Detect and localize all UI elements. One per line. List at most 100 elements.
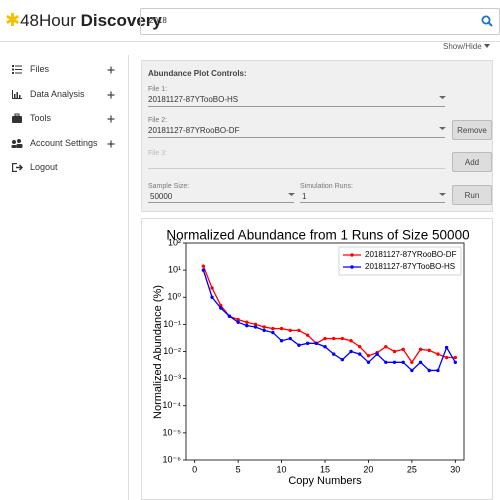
underline <box>148 202 294 203</box>
point <box>331 352 336 356</box>
chart-title: Normalized Abundance from 1 Runs of Size… <box>166 228 469 243</box>
expand-icon[interactable] <box>107 91 115 99</box>
y-tick-label: 10⁻³ <box>163 373 181 383</box>
point <box>210 286 214 290</box>
point <box>253 322 258 327</box>
controls-panel <box>141 60 493 212</box>
field-label: Sample Size: <box>148 183 190 190</box>
point <box>453 355 458 360</box>
point <box>305 333 310 337</box>
point <box>384 360 388 364</box>
point <box>201 268 206 272</box>
point <box>323 345 327 349</box>
point <box>418 347 423 352</box>
dropdown[interactable]: 20181127-87YRooBO-DF <box>148 126 240 135</box>
point <box>271 330 275 335</box>
nav-icon <box>12 90 22 99</box>
point <box>323 336 327 341</box>
field-label: File 2: <box>148 117 168 124</box>
field-label: Simulation Runs: <box>300 183 353 190</box>
remove-button[interactable]: Remove <box>452 120 492 140</box>
y-tick-label: 10⁻⁴ <box>162 400 181 410</box>
point <box>436 352 440 356</box>
x-tick-label: 30 <box>450 464 460 474</box>
point <box>427 368 431 373</box>
point <box>392 349 397 354</box>
series-line <box>202 265 456 364</box>
logo-light: 48Hour <box>20 11 76 30</box>
point <box>331 336 336 341</box>
point <box>340 357 345 362</box>
point <box>453 360 458 364</box>
point <box>288 328 292 333</box>
expand-icon[interactable] <box>107 140 115 148</box>
point <box>227 314 232 318</box>
point <box>358 352 362 356</box>
nav-item[interactable]: Logout <box>30 162 58 172</box>
dropdown[interactable]: 1 <box>302 192 307 201</box>
point <box>262 328 266 333</box>
run-button[interactable]: Run <box>452 185 492 205</box>
point <box>253 325 258 329</box>
add-button[interactable]: Add <box>452 152 492 172</box>
point <box>358 345 362 349</box>
sidebar-divider <box>128 55 129 500</box>
expand-icon[interactable] <box>107 115 115 123</box>
point <box>219 306 223 310</box>
point <box>201 264 206 268</box>
point <box>401 347 405 352</box>
point <box>401 360 405 364</box>
show-hide-text: Show/Hide <box>443 42 482 51</box>
search-icon[interactable] <box>481 15 493 27</box>
point <box>410 360 414 364</box>
caret <box>483 44 490 48</box>
underline <box>148 106 445 107</box>
point <box>305 341 310 346</box>
field-label: File 3: <box>148 150 168 157</box>
logo[interactable]: ✱48Hour Discovery <box>5 10 162 30</box>
point <box>236 317 240 322</box>
point <box>288 336 292 341</box>
nav-item[interactable]: Account Settings <box>30 138 98 148</box>
point <box>392 360 397 364</box>
point <box>245 323 249 328</box>
nav-icon <box>12 113 22 123</box>
nav-icon <box>12 163 23 172</box>
dropdown[interactable]: 20181127-87YTooBO-HS <box>148 95 239 104</box>
point <box>271 326 275 331</box>
point <box>349 349 353 354</box>
point <box>236 320 240 324</box>
y-tick-label: 10⁻⁵ <box>163 427 182 437</box>
dropdown[interactable]: 50000 <box>150 192 173 201</box>
nav-icon <box>12 65 22 74</box>
y-tick-label: 10⁻¹ <box>163 319 181 329</box>
point <box>384 345 388 349</box>
legend-label: 20181127-87YTooBO-HS <box>365 262 455 271</box>
y-axis-label: Normalized Abundance (%) <box>152 285 164 419</box>
x-tick-label: 15 <box>320 464 330 474</box>
legend-marker <box>350 253 354 257</box>
nav-item[interactable]: Files <box>30 64 50 74</box>
point <box>245 320 249 324</box>
point <box>410 368 414 373</box>
logo-bold: Discovery <box>80 11 162 30</box>
x-tick-label: 25 <box>407 464 417 474</box>
x-axis-label: Copy Numbers <box>288 475 362 487</box>
point <box>262 325 266 329</box>
search-box[interactable]: 2018 <box>140 8 500 35</box>
chart: Normalized Abundance from 1 Runs of Size… <box>152 228 470 487</box>
show-hide[interactable]: Show/Hide <box>443 42 490 51</box>
nav-item[interactable]: Data Analysis <box>30 89 85 99</box>
nav-item[interactable]: Tools <box>30 113 52 123</box>
y-tick-label: 10² <box>168 237 181 247</box>
header-divider <box>0 41 500 42</box>
plot-frame <box>185 242 465 461</box>
underline <box>148 168 445 169</box>
point <box>297 328 301 333</box>
underline <box>148 137 445 138</box>
search-text: 2018 <box>149 16 167 25</box>
expand-icon[interactable] <box>107 66 115 74</box>
point <box>444 355 449 360</box>
field-label: File 1: <box>148 86 168 93</box>
